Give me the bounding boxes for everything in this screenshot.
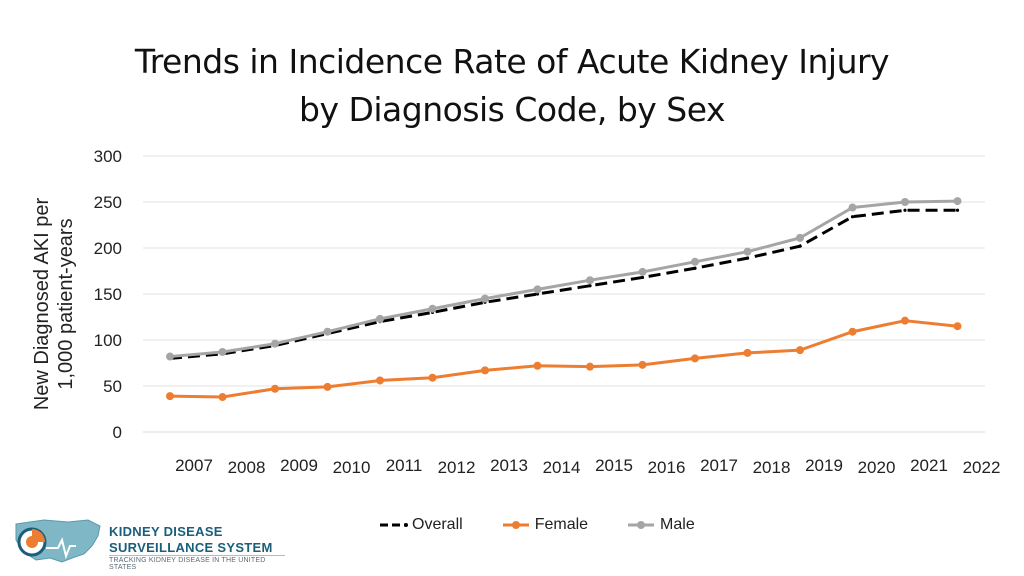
legend-label-overall: Overall bbox=[412, 516, 463, 533]
point-female-2012 bbox=[428, 373, 437, 382]
legend-swatch-overall bbox=[380, 523, 408, 527]
x-tick-label-2008: 2008 bbox=[228, 458, 266, 477]
point-female-2013 bbox=[481, 366, 489, 375]
point-female-2009 bbox=[271, 384, 279, 393]
line-chart: 0 50 100 150 200 250 300 2007 2008 2009 2010 2011 20… bbox=[94, 147, 1001, 477]
point-male-2009 bbox=[271, 339, 279, 348]
point-male-2014 bbox=[533, 285, 542, 294]
legend-item-male: Male bbox=[626, 516, 695, 534]
point-overall-2017 bbox=[693, 266, 697, 270]
kdss-logo: KIDNEY DISEASE SURVEILLANCE SYSTEM TRACK… bbox=[10, 516, 290, 571]
point-male-2021 bbox=[901, 198, 909, 206]
logo-divider bbox=[109, 555, 285, 556]
point-overall-2020 bbox=[850, 215, 855, 219]
x-tick-label-2013: 2013 bbox=[490, 456, 528, 475]
series-line-male bbox=[169, 199, 958, 359]
point-female-2018 bbox=[743, 348, 752, 357]
series-line-overall bbox=[169, 208, 958, 360]
x-tick-label-2020: 2020 bbox=[858, 458, 896, 477]
us-map-logo-icon bbox=[15, 519, 101, 563]
point-overall-2018 bbox=[745, 256, 750, 260]
logo-text-line3: TRACKING KIDNEY DISEASE IN THE UNITED ST… bbox=[109, 557, 266, 571]
point-overall-2021 bbox=[903, 208, 907, 212]
x-tick-label-2016: 2016 bbox=[648, 458, 686, 477]
x-tick-label-2014: 2014 bbox=[543, 458, 581, 477]
point-female-2015 bbox=[586, 362, 594, 371]
point-female-2021 bbox=[901, 316, 909, 325]
point-male-2018 bbox=[743, 247, 752, 256]
x-tick-label-2017: 2017 bbox=[700, 456, 738, 475]
x-tick-label-2009: 2009 bbox=[280, 456, 318, 475]
x-tick-label-2007: 2007 bbox=[175, 456, 213, 475]
point-male-2019 bbox=[796, 233, 804, 242]
chart-title: Trends in Incidence Rate of Acute Kidney… bbox=[0, 38, 1024, 134]
y-tick-label-0: 0 bbox=[113, 423, 122, 442]
chart-title-line1: Trends in Incidence Rate of Acute Kidney… bbox=[134, 42, 890, 81]
point-male-2022 bbox=[953, 197, 962, 206]
series-line-female bbox=[169, 319, 958, 399]
x-tick-label-2018: 2018 bbox=[753, 458, 791, 477]
point-overall-2022 bbox=[955, 208, 960, 212]
point-male-2012 bbox=[428, 304, 437, 313]
legend: Overall Female Male bbox=[378, 516, 733, 534]
chart-title-line2: by Diagnosis Code, by Sex bbox=[299, 90, 726, 129]
x-tick-label-2021: 2021 bbox=[910, 456, 948, 475]
point-male-2017 bbox=[691, 257, 699, 266]
y-tick-label-200: 200 bbox=[94, 239, 122, 258]
x-tick-label-2012: 2012 bbox=[438, 458, 476, 477]
x-tick-label-2010: 2010 bbox=[333, 458, 371, 477]
point-male-2020 bbox=[848, 203, 857, 212]
point-female-2010 bbox=[323, 382, 332, 391]
legend-label-male: Male bbox=[660, 516, 695, 533]
point-female-2019 bbox=[796, 346, 804, 355]
logo-text-line2: SURVEILLANCE SYSTEM bbox=[109, 540, 273, 555]
y-tick-label-300: 300 bbox=[94, 147, 122, 166]
y-tick-label-100: 100 bbox=[94, 331, 122, 350]
point-female-2007 bbox=[166, 392, 174, 401]
point-female-2017 bbox=[691, 354, 699, 363]
legend-item-overall: Overall bbox=[378, 516, 463, 534]
point-overall-2015 bbox=[588, 284, 592, 288]
y-tick-label-250: 250 bbox=[94, 193, 122, 212]
point-overall-2016 bbox=[640, 275, 645, 280]
point-male-2008 bbox=[218, 347, 227, 356]
point-female-2014 bbox=[533, 361, 542, 370]
point-female-2022 bbox=[953, 322, 962, 331]
point-male-2010 bbox=[323, 327, 332, 336]
point-female-2020 bbox=[848, 327, 857, 336]
point-female-2016 bbox=[638, 360, 647, 369]
y-tick-label-150: 150 bbox=[94, 285, 122, 304]
legend-swatch-male bbox=[628, 521, 655, 529]
point-female-2008 bbox=[218, 393, 227, 402]
x-tick-label-2022: 2022 bbox=[963, 458, 1001, 477]
point-overall-2019 bbox=[798, 244, 802, 248]
point-male-2016 bbox=[638, 267, 647, 276]
legend-swatch-female bbox=[502, 521, 529, 529]
point-male-2011 bbox=[376, 314, 384, 323]
point-male-2007 bbox=[166, 352, 174, 361]
point-male-2015 bbox=[586, 276, 594, 285]
x-tick-label-2015: 2015 bbox=[595, 456, 633, 475]
legend-item-female: Female bbox=[501, 516, 588, 534]
point-male-2013 bbox=[481, 294, 489, 303]
x-tick-label-2019: 2019 bbox=[805, 456, 843, 475]
point-female-2011 bbox=[376, 376, 384, 385]
logo-text-line1: KIDNEY DISEASE bbox=[109, 524, 223, 539]
y-tick-label-50: 50 bbox=[103, 377, 122, 396]
x-tick-label-2011: 2011 bbox=[386, 456, 423, 475]
legend-label-female: Female bbox=[534, 516, 589, 533]
